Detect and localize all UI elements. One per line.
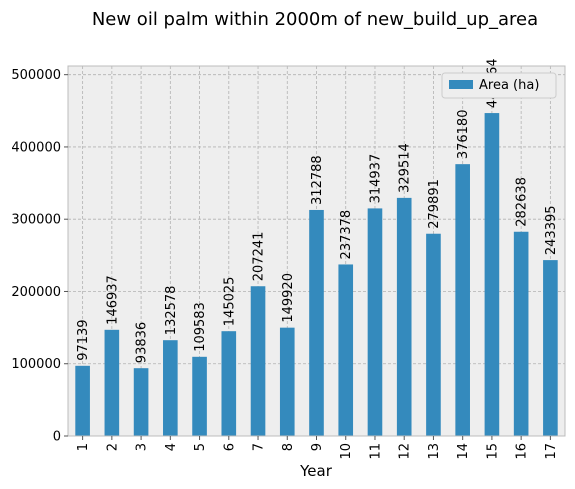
- bar: [104, 329, 120, 436]
- bar-value-label: 93836: [135, 322, 150, 363]
- y-axis: 0 100000 200000 300000 400000 500000: [11, 68, 68, 445]
- bar-value-label: 314937: [368, 154, 383, 204]
- x-axis: 1 2 3 4 5 6 7 8 9 10 11 12 13 14 15 16 17: [76, 436, 559, 460]
- bar: [543, 260, 558, 436]
- bar-value-label: 243395: [544, 205, 559, 255]
- bar: [133, 368, 149, 436]
- legend-box: [441, 72, 557, 99]
- x-axis-title: Year: [299, 462, 333, 480]
- bar-value-label: 149920: [281, 273, 296, 323]
- bar-value-label: 109583: [193, 302, 208, 352]
- bar-value-label: 207241: [252, 232, 267, 282]
- legend-swatch: [449, 80, 473, 89]
- bars: [75, 113, 558, 437]
- x-tick-label: 1: [76, 443, 91, 451]
- x-tick-label: 14: [456, 443, 471, 460]
- bar: [250, 286, 266, 436]
- bar-value-label: 146937: [105, 275, 120, 325]
- chart-title: New oil palm within 2000m of new_build_u…: [92, 9, 538, 30]
- y-tick-label: 300000: [11, 213, 61, 228]
- bar: [309, 209, 324, 436]
- x-tick-label: 4: [164, 443, 179, 451]
- x-tick-label: 3: [135, 443, 150, 451]
- x-tick-label: 15: [485, 443, 500, 460]
- x-tick-label: 17: [544, 443, 559, 460]
- bar-value-label: 312788: [310, 155, 325, 205]
- x-tick-label: 6: [222, 443, 237, 451]
- y-tick-label: 500000: [11, 68, 61, 83]
- x-tick-label: 2: [105, 443, 120, 451]
- x-tick-label: 16: [515, 443, 530, 460]
- y-tick-label: 0: [53, 430, 61, 445]
- x-tick-label: 8: [281, 443, 296, 451]
- bar: [513, 231, 529, 436]
- bar: [192, 356, 207, 436]
- bar-value-label: 279891: [427, 179, 442, 229]
- bar: [338, 264, 354, 436]
- bar: [455, 164, 470, 436]
- legend: Area (ha): [441, 72, 557, 99]
- bar-value-label: 282638: [515, 177, 530, 227]
- y-tick-label: 400000: [11, 140, 61, 155]
- bar: [221, 331, 237, 436]
- bar: [75, 365, 90, 436]
- bar: [367, 208, 383, 436]
- bar: [426, 233, 441, 436]
- bar-value-label: 329514: [398, 143, 413, 193]
- bar-value-label: 376180: [456, 110, 471, 160]
- x-tick-label: 12: [398, 443, 413, 460]
- bar-value-label: 237378: [339, 210, 354, 260]
- bar-value-label: 97139: [76, 319, 91, 360]
- legend-label: Area (ha): [479, 78, 539, 93]
- bar: [484, 113, 500, 437]
- x-tick-label: 10: [339, 443, 354, 460]
- bar: [163, 340, 178, 436]
- bar: [396, 197, 412, 436]
- x-tick-label: 11: [368, 443, 383, 460]
- bar: [279, 327, 295, 436]
- bar-value-label: 145025: [222, 277, 237, 327]
- x-tick-label: 13: [427, 443, 442, 460]
- x-tick-label: 9: [310, 443, 325, 451]
- bar-value-label: 132578: [164, 286, 179, 336]
- y-tick-label: 200000: [11, 285, 61, 300]
- x-tick-label: 5: [193, 443, 208, 451]
- y-tick-label: 100000: [11, 357, 61, 372]
- x-tick-label: 7: [252, 443, 267, 451]
